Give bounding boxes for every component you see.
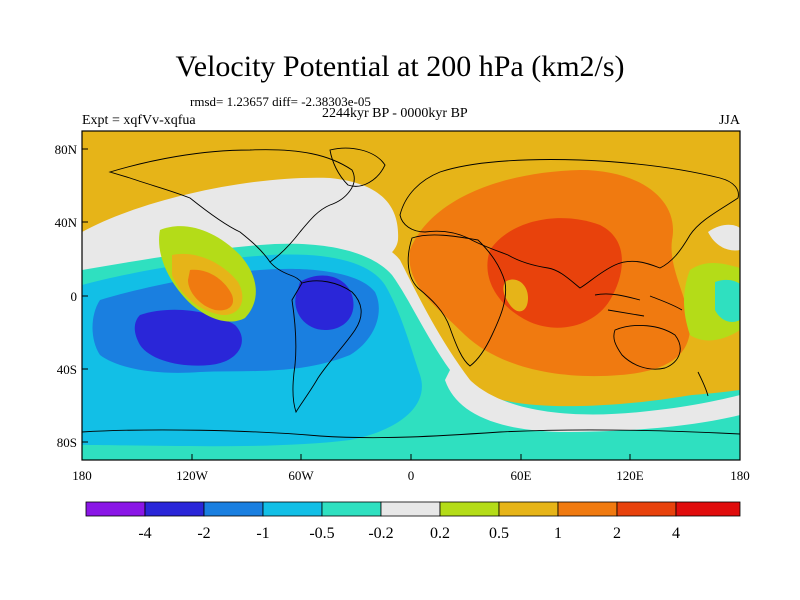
season-label: JJA <box>718 113 740 128</box>
stats-text: rmsd= 1.23657 diff= -2.38303e-05 <box>190 94 371 109</box>
colorbar-box-3 <box>203 501 264 517</box>
y-tick-80n: 80N <box>55 142 78 157</box>
colorbar-box-4 <box>262 501 323 517</box>
colorbar-label-3: -1 <box>256 525 269 542</box>
coast-new-zealand <box>697 371 709 397</box>
period-text: 2244kyr BP - 0000kyr BP <box>322 106 468 121</box>
colorbar-box-8 <box>498 501 559 517</box>
coast-north-america <box>108 149 355 263</box>
contour-neutral-south <box>445 360 740 432</box>
y-tick-40n: 40N <box>55 215 78 230</box>
coast-africa <box>407 234 507 367</box>
colorbar-label-2: -2 <box>197 525 210 542</box>
x-tick-0: 0 <box>408 468 415 483</box>
x-tick-120w: 120W <box>176 468 209 483</box>
contour-orange-epac <box>188 269 234 311</box>
contour-yellow-arabia <box>503 279 528 312</box>
colorbar-box-1 <box>85 501 146 517</box>
contour-green-atlantic-n <box>708 224 740 251</box>
colorbar-label-6: 0.2 <box>430 525 450 542</box>
colorbar-label-4: -0.5 <box>309 525 334 542</box>
coast-greenland <box>329 147 386 187</box>
colorbar: -4 -2 -1 -0.5 -0.2 0.2 0.5 1 2 4 <box>85 501 741 542</box>
coast-central-america <box>269 261 303 284</box>
contour-cyan-pacific-east <box>715 279 740 322</box>
x-tick-180w: 180 <box>72 468 92 483</box>
coast-indonesia <box>594 293 683 317</box>
coastlines <box>82 147 740 439</box>
experiment-label: Expt = xqfVv-xqfua <box>82 113 196 128</box>
coast-south-america <box>291 280 362 414</box>
y-tick-80s: 80S <box>57 435 77 450</box>
y-tick-0: 0 <box>71 289 78 304</box>
x-tick-60e: 60E <box>511 468 532 483</box>
colorbar-box-10 <box>616 501 677 517</box>
colorbar-box-11 <box>675 501 741 517</box>
colorbar-label-7: 0.5 <box>489 525 509 542</box>
x-tick-60w: 60W <box>288 468 314 483</box>
y-tick-40s: 40S <box>57 362 77 377</box>
colorbar-box-5 <box>321 501 382 517</box>
coast-europe-asia <box>399 159 739 289</box>
colorbar-label-5: -0.2 <box>368 525 393 542</box>
colorbar-label-9: 2 <box>613 525 621 542</box>
colorbar-box-2 <box>144 501 205 517</box>
colorbar-label-1: -4 <box>138 525 151 542</box>
x-tick-180e: 180 <box>730 468 750 483</box>
x-tick-120e: 120E <box>616 468 644 483</box>
chart-title: Velocity Potential at 200 hPa (km2/s) <box>175 50 625 83</box>
colorbar-box-7 <box>439 501 500 517</box>
contour-darkblue-a <box>295 275 354 330</box>
coast-australia <box>613 325 681 370</box>
colorbar-box-6 <box>380 501 441 517</box>
coast-antarctica <box>82 429 740 439</box>
colorbar-box-9 <box>557 501 618 517</box>
tick-marks <box>81 148 741 460</box>
colorbar-label-10: 4 <box>672 525 680 542</box>
velocity-potential-map <box>82 131 740 460</box>
colorbar-label-8: 1 <box>554 525 562 542</box>
contour-darkblue-b <box>134 309 242 366</box>
